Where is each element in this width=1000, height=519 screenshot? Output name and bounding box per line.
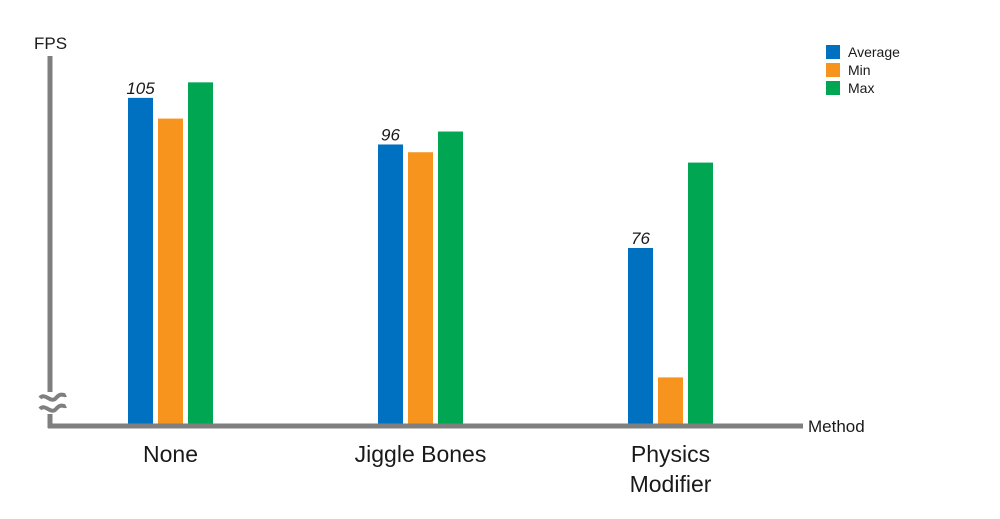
category-labels: None Jiggle Bones Physics Modifier [143, 441, 712, 497]
y-axis-title: FPS [34, 34, 67, 53]
legend-swatch-min [826, 63, 840, 77]
bar-max-0 [188, 82, 213, 425]
x-axis-title: Method [808, 417, 865, 436]
bar-min-0 [158, 118, 183, 425]
legend-label-average: Average [848, 44, 900, 60]
legend: Average Min Max [826, 44, 900, 96]
bar-min-1 [408, 152, 433, 424]
bar-average-2 [628, 248, 653, 424]
category-label-2-1: Modifier [630, 471, 712, 497]
bar-max-1 [438, 131, 463, 424]
bars-layer [128, 82, 713, 425]
data-labels-layer: 105 96 76 [126, 79, 650, 248]
legend-swatch-max [826, 81, 840, 95]
data-label-average-1: 96 [381, 125, 400, 144]
bar-min-2 [658, 377, 683, 424]
category-label-2-0: Physics [631, 441, 710, 467]
legend-label-max: Max [848, 80, 874, 96]
bar-max-2 [688, 162, 713, 424]
legend-label-min: Min [848, 62, 871, 78]
bar-average-1 [378, 144, 403, 424]
data-label-average-0: 105 [126, 79, 155, 98]
legend-swatch-average [826, 45, 840, 59]
category-label-0-0: None [143, 441, 198, 467]
y-axis-break-icon [38, 392, 67, 414]
data-label-average-2: 76 [631, 229, 650, 248]
bar-average-0 [128, 97, 153, 424]
category-label-1-0: Jiggle Bones [355, 441, 487, 467]
